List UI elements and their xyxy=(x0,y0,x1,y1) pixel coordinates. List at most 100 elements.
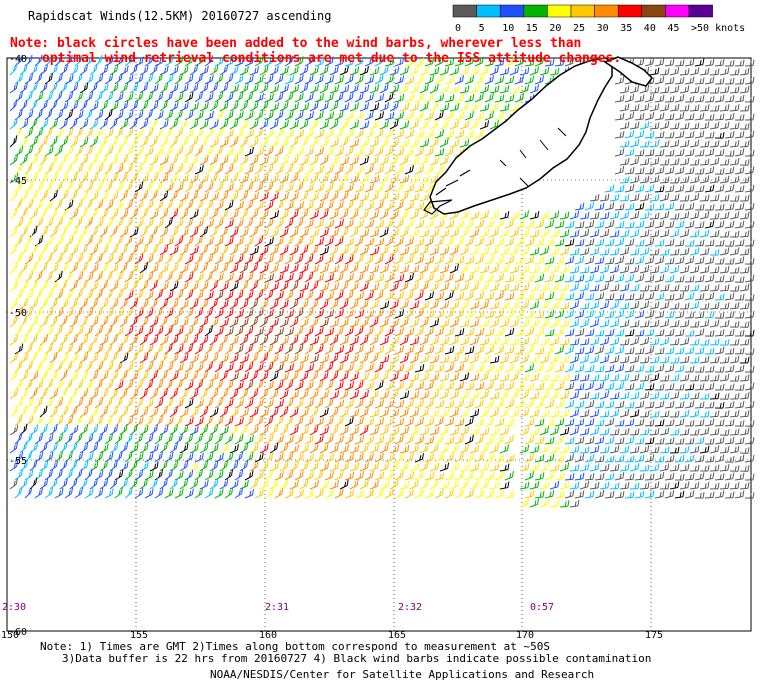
wind-barb xyxy=(195,488,203,498)
wind-barb xyxy=(60,262,68,273)
wind-barb xyxy=(435,148,444,156)
wind-barb xyxy=(290,444,299,453)
wind-barb xyxy=(345,219,353,228)
wind-barb xyxy=(250,479,258,489)
wind-barb xyxy=(125,380,133,390)
wind-barb xyxy=(345,129,354,138)
wind-barb xyxy=(525,327,533,336)
wind-barb xyxy=(550,500,559,507)
wind-barb xyxy=(630,284,639,291)
wind-barb xyxy=(370,192,378,201)
wind-barb xyxy=(140,226,147,237)
wind-barb xyxy=(640,482,649,489)
wind-barb xyxy=(250,137,258,147)
wind-barb xyxy=(395,327,403,336)
wind-barb xyxy=(520,337,529,345)
wind-barb xyxy=(35,217,43,228)
wind-barb xyxy=(430,409,439,417)
wind-barb xyxy=(295,236,303,246)
wind-barb xyxy=(460,300,469,309)
wind-barb xyxy=(710,483,719,489)
wind-barb xyxy=(415,220,424,228)
wind-barb xyxy=(565,256,574,264)
wind-barb xyxy=(525,364,534,372)
wind-barb xyxy=(290,299,298,309)
wind-barb xyxy=(25,361,32,372)
wind-barb xyxy=(300,174,308,183)
wind-barb xyxy=(245,380,253,390)
wind-barb xyxy=(130,443,138,453)
wind-barb xyxy=(720,231,729,237)
wind-barb xyxy=(225,183,233,192)
wind-barb xyxy=(640,375,649,381)
wind-barb xyxy=(245,398,253,408)
wind-barb xyxy=(735,348,744,354)
wind-barb xyxy=(510,390,518,399)
time-label: 2:30 xyxy=(2,602,26,613)
wind-barb xyxy=(140,137,148,147)
wind-barb xyxy=(175,271,183,282)
wind-barb xyxy=(210,298,217,309)
wind-barb xyxy=(590,427,599,435)
wind-barb xyxy=(125,110,133,120)
wind-barb xyxy=(735,455,744,462)
wind-barb xyxy=(540,211,549,219)
wind-barb xyxy=(280,245,288,255)
wind-barb xyxy=(390,300,398,309)
wind-barb xyxy=(395,345,404,354)
wind-barb xyxy=(535,347,544,354)
wind-barb xyxy=(245,236,253,246)
wind-barb xyxy=(145,109,152,120)
wind-barb xyxy=(75,380,83,390)
wind-barb xyxy=(740,212,749,219)
wind-barb xyxy=(385,112,394,120)
wind-barb xyxy=(150,173,158,183)
wind-barb xyxy=(390,479,398,489)
wind-barb xyxy=(260,156,268,165)
wind-barb xyxy=(520,283,529,291)
wind-barb xyxy=(725,419,734,426)
wind-barb xyxy=(325,489,333,498)
wind-barb xyxy=(685,113,694,120)
wind-barb xyxy=(210,246,218,255)
wind-barb xyxy=(290,335,298,345)
wind-barb xyxy=(450,301,459,309)
wind-barb xyxy=(470,120,478,129)
wind-barb xyxy=(240,354,248,363)
wind-barb xyxy=(610,301,619,309)
wind-barb xyxy=(685,167,694,174)
wind-barb xyxy=(665,437,674,444)
wind-barb xyxy=(170,388,178,399)
wind-barb xyxy=(270,318,278,327)
wind-barb xyxy=(745,437,754,444)
wind-barb xyxy=(315,254,323,264)
wind-barb xyxy=(615,455,624,462)
wind-barb xyxy=(210,407,218,417)
wind-barb xyxy=(100,317,108,327)
wind-barb xyxy=(375,183,384,192)
wind-barb xyxy=(415,147,423,156)
wind-barb xyxy=(355,309,364,318)
wind-barb xyxy=(425,129,434,138)
wind-barb xyxy=(660,68,669,75)
legend-swatch xyxy=(595,5,619,17)
wind-barb xyxy=(475,328,484,336)
wind-barb xyxy=(280,443,288,453)
wind-barb xyxy=(440,67,449,75)
wind-barb xyxy=(430,246,439,255)
wind-barb xyxy=(660,301,669,309)
wind-barb xyxy=(680,211,689,219)
wind-barb xyxy=(95,182,103,192)
wind-barb xyxy=(30,371,38,381)
wind-barb xyxy=(310,371,318,381)
wind-barb xyxy=(340,426,348,435)
wind-barb xyxy=(395,364,404,372)
wind-barb xyxy=(435,94,444,102)
wind-barb xyxy=(640,391,649,399)
time-label: 0:57 xyxy=(530,602,554,613)
wind-barb xyxy=(670,320,679,327)
wind-barb xyxy=(95,416,103,426)
wind-barb xyxy=(560,463,569,471)
wind-barb xyxy=(565,293,574,300)
wind-barb xyxy=(745,311,754,318)
